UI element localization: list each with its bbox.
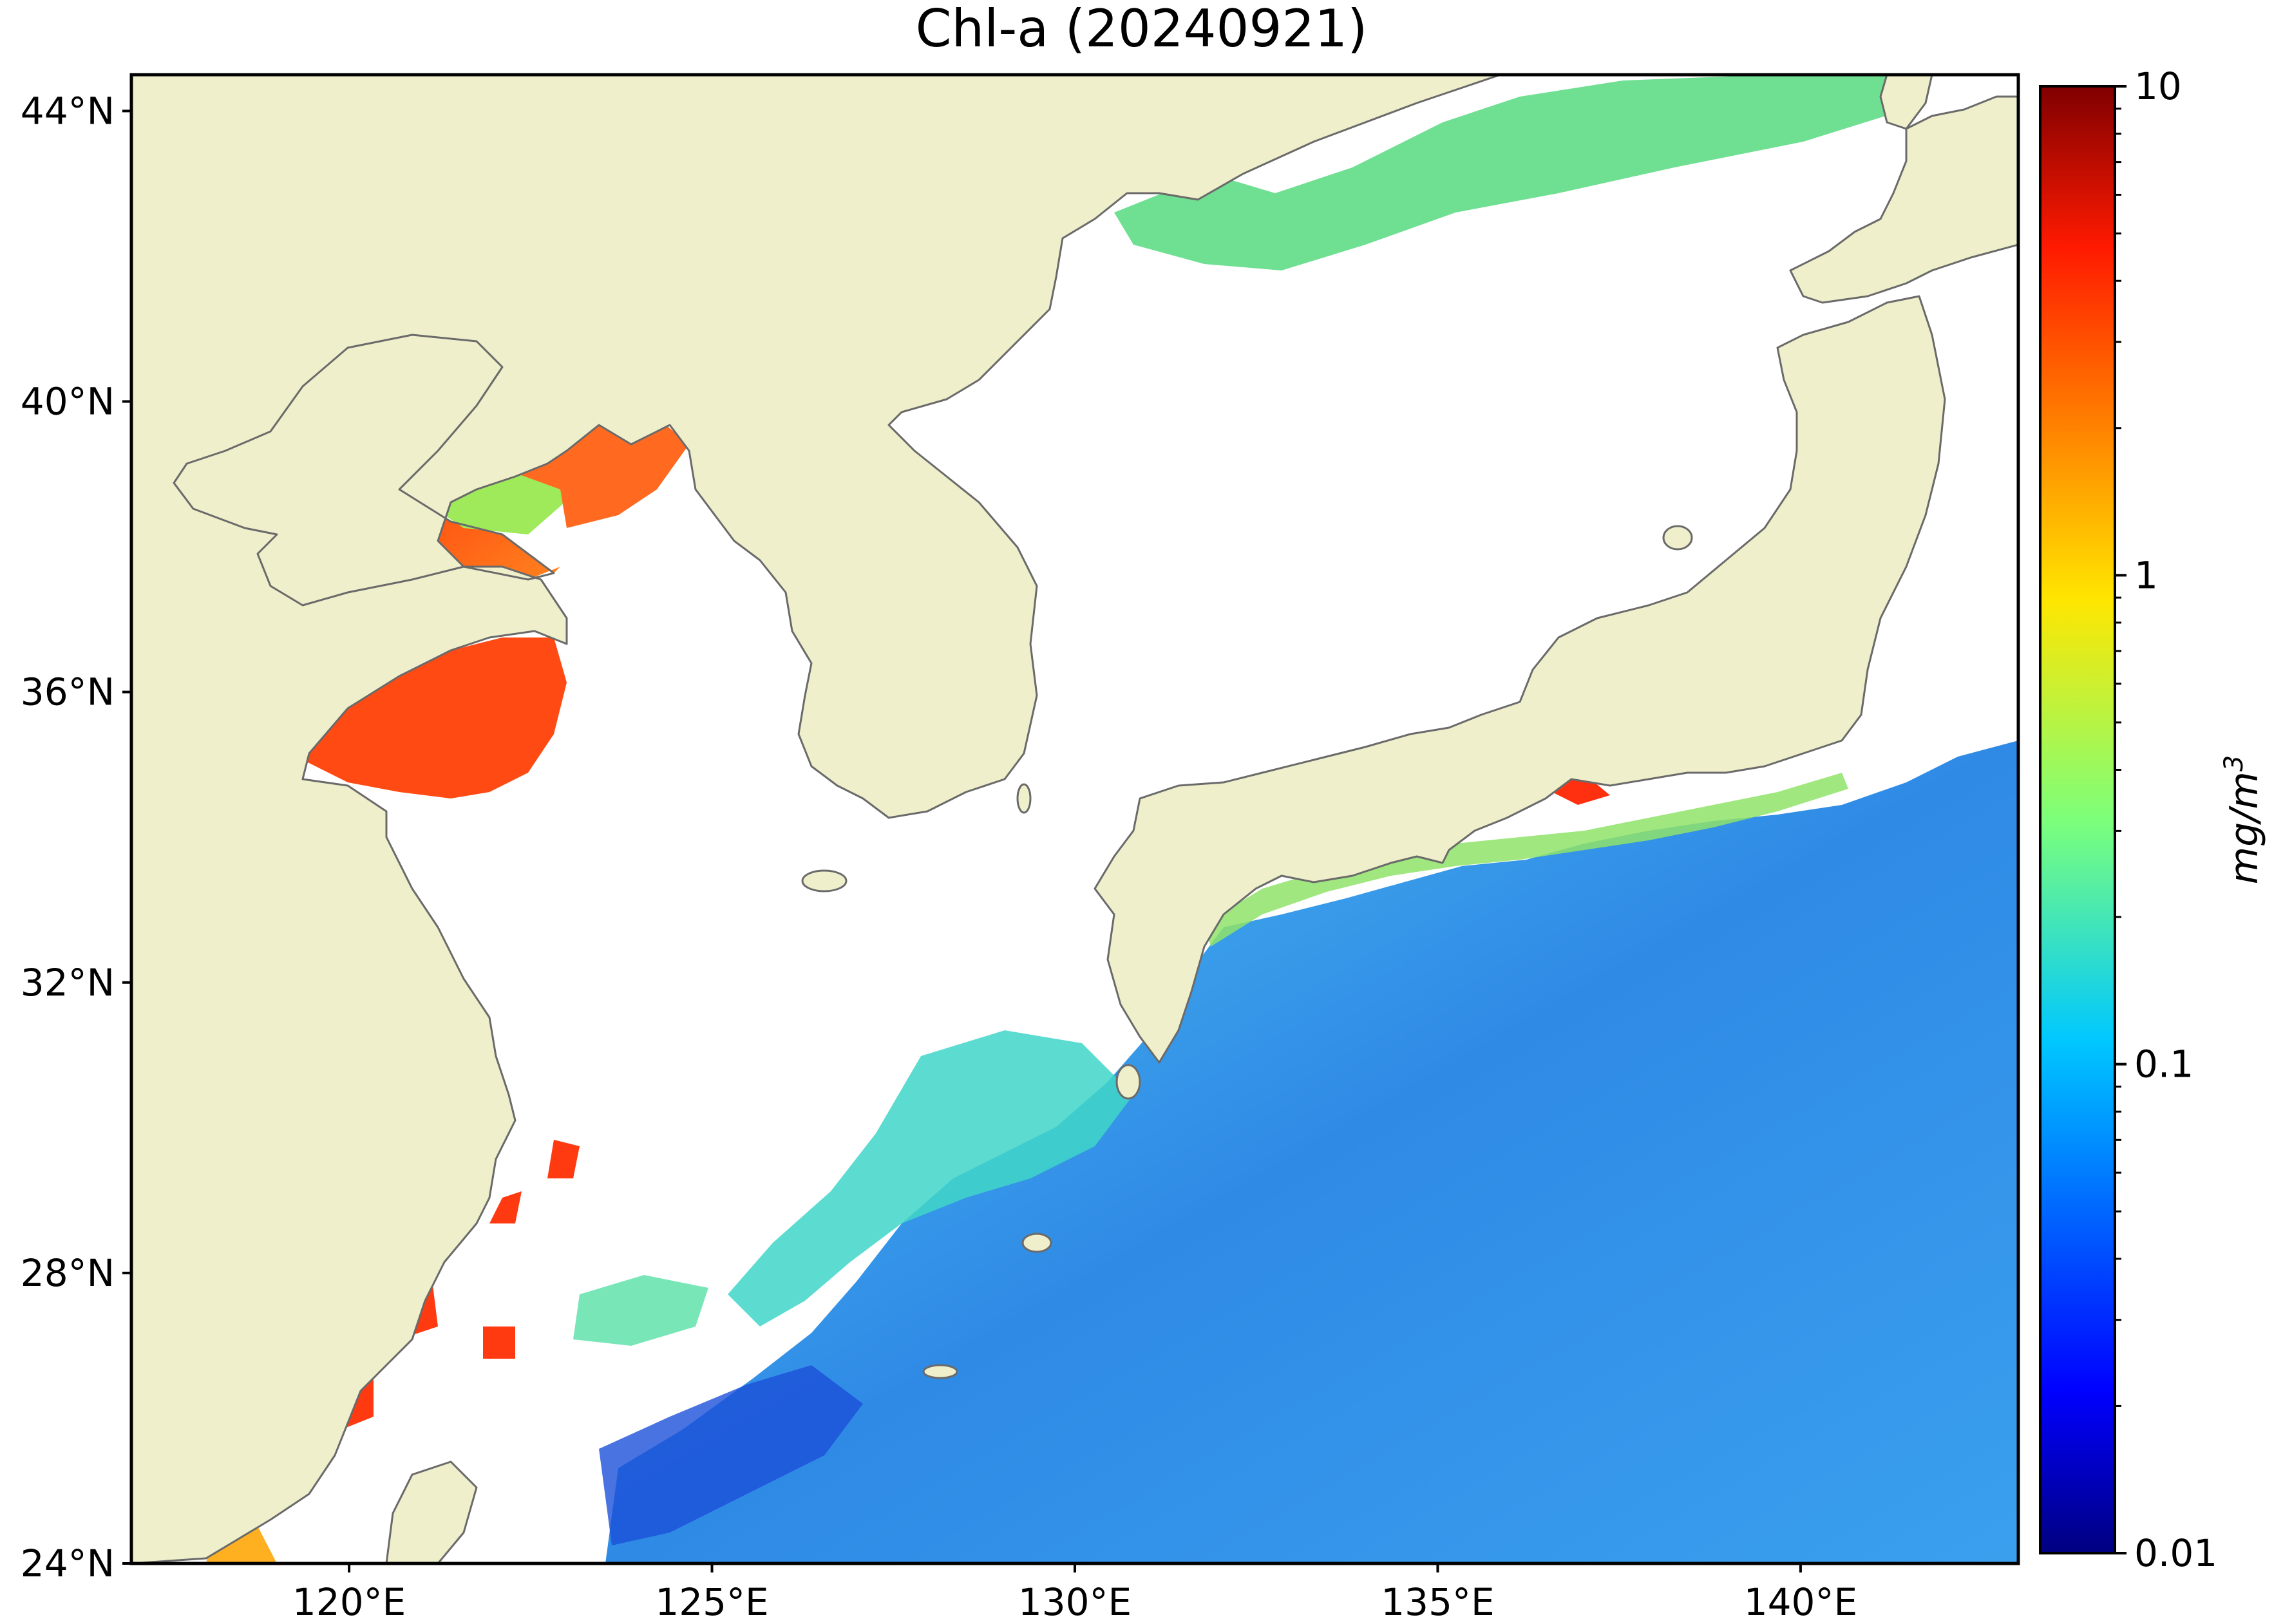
coastal-band-honshu <box>1204 773 1848 947</box>
colorbar-ticks: 10 1 0.1 0.01 <box>2115 64 2217 1575</box>
patch-primorye-coast <box>1114 76 1919 270</box>
colorbar: 10 1 0.1 0.01 mg/m3 <box>2039 64 2267 1575</box>
lat-tick-label: 32°N <box>21 961 115 1005</box>
shelf-patch-ecs <box>728 1030 1133 1327</box>
land-hokkaido <box>1789 95 2018 304</box>
lon-tick-label: 125°E <box>655 1580 768 1624</box>
land-jeju <box>801 869 848 892</box>
land-amami <box>1021 1232 1052 1253</box>
patch-zhejiang-coast <box>341 1140 580 1430</box>
land-taiwan <box>385 1460 478 1563</box>
lat-tick-label: 24°N <box>21 1542 115 1585</box>
colorbar-tick-label: 0.1 <box>2134 1043 2193 1086</box>
land-china-korea-russia <box>131 75 1502 1563</box>
ocean-chl-pacific <box>605 741 2018 1563</box>
longitude-axis: 120°E 125°E 130°E 135°E 140°E <box>292 1563 1857 1624</box>
bohai-coast-outline <box>173 334 555 607</box>
latitude-axis: 24°N 28°N 32°N 36°N 40°N 44°N <box>21 89 131 1585</box>
colorbar-gradient <box>2039 85 2116 1554</box>
lat-tick-label: 28°N <box>21 1251 115 1295</box>
shelf-patch-ecs-2 <box>573 1275 708 1346</box>
colorbar-tick-label: 1 <box>2134 553 2158 597</box>
lon-tick-label: 135°E <box>1381 1580 1494 1624</box>
map-area <box>131 75 2018 1563</box>
lon-tick-label: 120°E <box>292 1580 406 1624</box>
colorbar-label: mg/m3 <box>2219 755 2267 885</box>
land-tsushima <box>1016 783 1032 814</box>
colorbar-tick-label: 10 <box>2134 64 2182 108</box>
land-sado <box>1662 525 1693 551</box>
lon-tick-label: 140°E <box>1744 1580 1857 1624</box>
deep-blue-ryukyu <box>599 1365 863 1545</box>
land-japan <box>1094 295 1946 1064</box>
lat-tick-label: 40°N <box>21 380 115 424</box>
land-masses <box>131 75 2018 1563</box>
colorbar-tick-label: 0.01 <box>2134 1531 2217 1575</box>
lat-tick-label: 36°N <box>21 670 115 714</box>
land-sakhalin <box>1879 75 1933 130</box>
lat-tick-label: 44°N <box>21 89 115 133</box>
land-tanegashima <box>1115 1064 1141 1100</box>
lon-tick-label: 130°E <box>1018 1580 1132 1624</box>
land-okinawa <box>922 1364 958 1379</box>
patch-yellow-sea-shandong <box>303 637 567 798</box>
map-title: Chl-a (20240921) <box>915 0 1368 59</box>
